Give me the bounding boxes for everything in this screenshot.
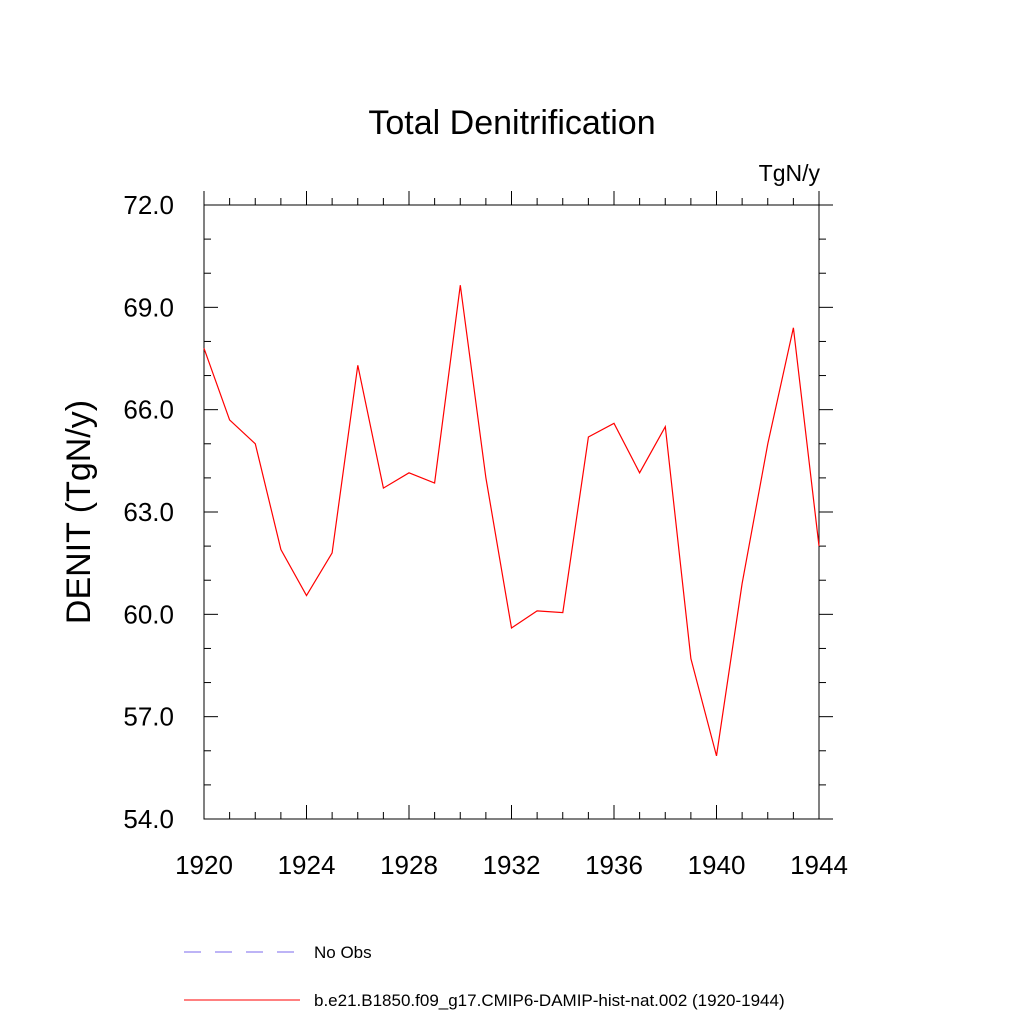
y-tick-label: 63.0 (123, 497, 174, 527)
chart-title: Total Denitrification (368, 104, 655, 142)
data-point (229, 419, 231, 421)
data-point (357, 365, 359, 367)
x-tick-label: 1928 (380, 850, 438, 880)
axis-tick-labels: 1920 1924 1928 1932 1936 1940 1944 54.0 57.0 60.0… (123, 190, 848, 880)
y-tick-label: 72.0 (123, 190, 174, 220)
data-point (818, 545, 820, 547)
data-point (254, 443, 256, 445)
data-point (664, 426, 666, 428)
data-point (562, 612, 564, 614)
x-tick-label: 1924 (278, 850, 336, 880)
data-point (306, 595, 308, 597)
data-point (613, 423, 615, 425)
units-label: TgN/y (759, 160, 821, 186)
data-point (203, 347, 205, 349)
y-tick-label: 54.0 (123, 804, 174, 834)
data-point (639, 472, 641, 474)
data-point (767, 443, 769, 445)
data-point (485, 477, 487, 479)
y-tick-label: 69.0 (123, 292, 174, 322)
y-tick-label: 57.0 (123, 702, 174, 732)
data-point (741, 583, 743, 585)
data-point (536, 610, 538, 612)
series-line (203, 285, 820, 757)
y-tick-label: 66.0 (123, 395, 174, 425)
data-point (331, 552, 333, 554)
x-tick-label: 1940 (688, 850, 746, 880)
data-point (588, 436, 590, 438)
data-point (383, 487, 385, 489)
data-point (280, 549, 282, 551)
data-point (793, 327, 795, 329)
x-tick-label: 1932 (483, 850, 541, 880)
data-point (511, 627, 513, 629)
x-tick-label: 1944 (790, 850, 848, 880)
data-point (690, 658, 692, 660)
data-point (408, 472, 410, 474)
legend: No Obs b.e21.B1850.f09_g17.CMIP6-DAMIP-hi… (184, 943, 785, 1010)
legend-label: b.e21.B1850.f09_g17.CMIP6-DAMIP-hist-nat… (314, 991, 785, 1010)
x-tick-label: 1920 (175, 850, 233, 880)
series-group (203, 284, 820, 757)
x-tick-label: 1936 (585, 850, 643, 880)
y-axis-label: DENIT (TgN/y) (60, 400, 98, 624)
data-point (434, 482, 436, 484)
data-point (716, 755, 718, 757)
data-point (459, 284, 461, 286)
legend-label: No Obs (314, 943, 372, 962)
axis-ticks (203, 191, 833, 820)
plot-frame (203, 204, 820, 820)
y-tick-label: 60.0 (123, 599, 174, 629)
